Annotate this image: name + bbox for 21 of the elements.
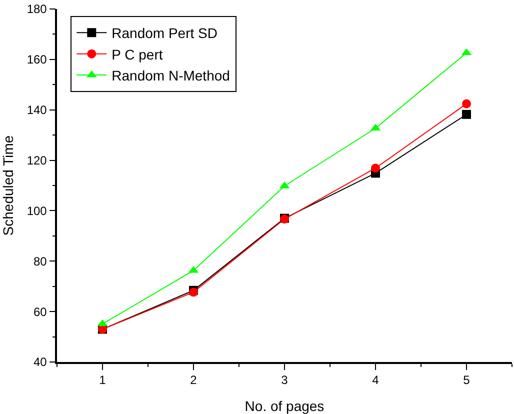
y-axis-title: Scheduled Time [0, 135, 16, 236]
x-tick-label: 2 [190, 373, 198, 388]
y-tick-label: 160 [26, 52, 48, 67]
y-tick-label: 140 [26, 103, 48, 118]
y-tick-label: 40 [33, 355, 48, 370]
legend-label: P C pert [112, 46, 163, 62]
y-tick-label: 180 [26, 2, 48, 16]
x-tick-label: 5 [463, 373, 470, 388]
y-tick-label: 80 [33, 254, 48, 268]
x-tick-label: 3 [281, 373, 288, 388]
y-tick-label: 60 [33, 304, 48, 319]
point [462, 99, 471, 108]
legend-label: Random N-Method [112, 68, 230, 84]
x-axis-title: No. of pages [244, 398, 324, 414]
point [371, 164, 380, 173]
x-tick-label: 4 [372, 373, 380, 388]
point [462, 110, 471, 119]
legend-label: Random Pert SD [112, 25, 218, 42]
y-tick-label: 120 [26, 153, 48, 168]
y-tick-label: 100 [26, 204, 48, 218]
x-tick-label: 1 [99, 373, 106, 388]
